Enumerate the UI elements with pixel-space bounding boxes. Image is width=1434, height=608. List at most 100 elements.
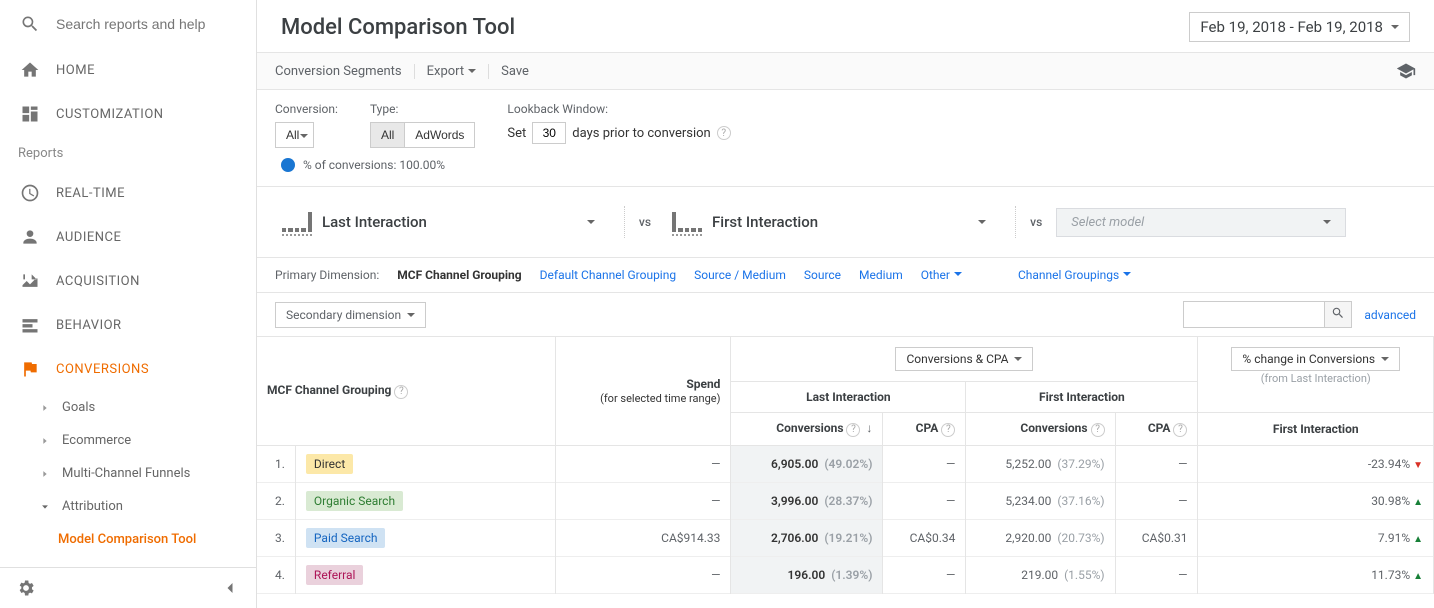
- nav-conversions[interactable]: CONVERSIONS: [0, 347, 256, 391]
- dim-other[interactable]: Other: [921, 268, 962, 282]
- sub-goals[interactable]: Goals: [0, 391, 256, 424]
- conversion-dropdown[interactable]: All: [275, 122, 314, 148]
- caret-down-icon: [1323, 220, 1331, 228]
- help-icon[interactable]: ?: [394, 385, 408, 399]
- model-2-selector[interactable]: First Interaction: [665, 201, 1001, 243]
- search-icon: [20, 14, 40, 34]
- dim-channel-groupings[interactable]: Channel Groupings: [1018, 268, 1131, 282]
- row-li-cpa: —: [883, 482, 966, 519]
- clock-icon: [20, 183, 40, 203]
- row-channel[interactable]: Direct: [295, 445, 555, 482]
- col-channel[interactable]: MCF Channel Grouping: [267, 383, 391, 397]
- arrow-up-icon: ▲: [1413, 571, 1423, 582]
- sub-ecommerce[interactable]: Ecommerce: [0, 424, 256, 457]
- row-spend: —: [555, 482, 731, 519]
- date-range-label: Feb 19, 2018 - Feb 19, 2018: [1200, 18, 1383, 36]
- divider: [624, 206, 625, 238]
- sub-mcf[interactable]: Multi-Channel Funnels: [0, 457, 256, 490]
- person-icon: [20, 227, 40, 247]
- sub-attribution[interactable]: Attribution: [0, 490, 256, 523]
- col-change-fi[interactable]: First Interaction: [1273, 422, 1359, 436]
- col-spend-sub: (for selected time range): [600, 392, 720, 405]
- gear-icon[interactable]: [16, 578, 36, 598]
- help-icon[interactable]: ?: [717, 126, 731, 140]
- sub-ecommerce-label: Ecommerce: [62, 433, 131, 448]
- nav-home-label: HOME: [56, 63, 95, 78]
- vs-label: vs: [639, 215, 651, 229]
- caret-down-icon: [978, 220, 986, 228]
- help-icon[interactable]: ?: [1173, 423, 1187, 437]
- model-3-placeholder: Select model: [1071, 215, 1144, 230]
- conversions-cpa-dropdown[interactable]: Conversions & CPA: [895, 347, 1033, 371]
- row-fi-cpa: —: [1115, 482, 1198, 519]
- change-dropdown[interactable]: % change in Conversions: [1231, 347, 1400, 371]
- row-li-conv: 196.00 (1.39%): [731, 556, 883, 593]
- lookback-days-input[interactable]: [532, 122, 566, 144]
- date-range-selector[interactable]: Feb 19, 2018 - Feb 19, 2018: [1189, 12, 1410, 42]
- col-fi-conv[interactable]: Conversions: [1020, 421, 1087, 435]
- conversion-label: Conversion:: [275, 102, 338, 116]
- export-button[interactable]: Export: [427, 64, 490, 79]
- dim-source[interactable]: Source: [804, 268, 841, 282]
- conversions-cpa-label: Conversions & CPA: [906, 352, 1008, 366]
- model-3-selector[interactable]: Select model: [1056, 208, 1346, 237]
- model-2-name: First Interaction: [712, 213, 818, 231]
- home-icon: [20, 60, 40, 80]
- nav-customization[interactable]: CUSTOMIZATION: [0, 92, 256, 136]
- advanced-link[interactable]: advanced: [1364, 308, 1416, 322]
- nav-home[interactable]: HOME: [0, 48, 256, 92]
- sidebar-search-input[interactable]: [56, 16, 237, 32]
- col-fi-cpa[interactable]: CPA: [1148, 421, 1171, 435]
- nav-realtime[interactable]: REAL-TIME: [0, 171, 256, 215]
- table: MCF Channel Grouping ? Spend(for selecte…: [257, 336, 1434, 608]
- dim-mcf[interactable]: MCF Channel Grouping: [397, 268, 521, 282]
- sort-arrow-icon[interactable]: ↓: [866, 421, 872, 435]
- chevron-right-icon: [40, 469, 50, 479]
- collapse-icon[interactable]: [220, 578, 240, 598]
- row-change: 11.73% ▲: [1198, 556, 1434, 593]
- nav-behavior[interactable]: BEHAVIOR: [0, 303, 256, 347]
- row-li-cpa: —: [883, 556, 966, 593]
- save-button[interactable]: Save: [501, 64, 529, 79]
- lookback-filter: Lookback Window: Set days prior to conve…: [507, 102, 730, 144]
- row-index: 4.: [257, 556, 295, 593]
- dim-source-medium[interactable]: Source / Medium: [694, 268, 786, 282]
- col-li-cpa[interactable]: CPA: [916, 421, 939, 435]
- help-icon[interactable]: ?: [941, 423, 955, 437]
- row-channel[interactable]: Organic Search: [295, 482, 555, 519]
- table-row: 1.Direct—6,905.00 (49.02%)—5,252.00 (37.…: [257, 445, 1434, 482]
- row-index: 1.: [257, 445, 295, 482]
- conversion-pct: % of conversions: 100.00%: [257, 148, 1434, 186]
- help-icon[interactable]: ?: [1091, 423, 1105, 437]
- type-label: Type:: [370, 102, 475, 116]
- row-li-conv: 2,706.00 (19.21%): [731, 519, 883, 556]
- table-search-button[interactable]: [1324, 302, 1351, 327]
- secondary-dimension-button[interactable]: Secondary dimension: [275, 302, 426, 328]
- sub-mct[interactable]: Model Comparison Tool: [0, 523, 256, 556]
- col-li-conv[interactable]: Conversions: [776, 421, 843, 435]
- type-all-button[interactable]: All: [370, 122, 405, 148]
- row-fi-conv: 2,920.00 (20.73%): [966, 519, 1115, 556]
- model-1-name: Last Interaction: [322, 213, 427, 231]
- education-icon[interactable]: [1396, 61, 1416, 81]
- conversion-segments-button[interactable]: Conversion Segments: [275, 64, 415, 79]
- row-channel[interactable]: Referral: [295, 556, 555, 593]
- nav-customization-label: CUSTOMIZATION: [56, 107, 164, 122]
- nav-acquisition[interactable]: ACQUISITION: [0, 259, 256, 303]
- model-row: Last Interaction vs First Interaction vs…: [257, 186, 1434, 257]
- col-spend[interactable]: Spend: [686, 377, 720, 391]
- model-1-selector[interactable]: Last Interaction: [275, 201, 610, 243]
- dim-medium[interactable]: Medium: [859, 268, 903, 282]
- row-spend: CA$914.33: [555, 519, 731, 556]
- header: Model Comparison Tool Feb 19, 2018 - Feb…: [257, 0, 1434, 52]
- type-adwords-button[interactable]: AdWords: [405, 122, 475, 148]
- nav-audience[interactable]: AUDIENCE: [0, 215, 256, 259]
- customization-icon: [20, 104, 40, 124]
- table-search-input[interactable]: [1184, 304, 1324, 326]
- help-icon[interactable]: ?: [846, 423, 860, 437]
- dim-default[interactable]: Default Channel Grouping: [540, 268, 676, 282]
- row-spend: —: [555, 445, 731, 482]
- lookback-label: Lookback Window:: [507, 102, 730, 116]
- row-channel[interactable]: Paid Search: [295, 519, 555, 556]
- sidebar-footer: [0, 567, 256, 608]
